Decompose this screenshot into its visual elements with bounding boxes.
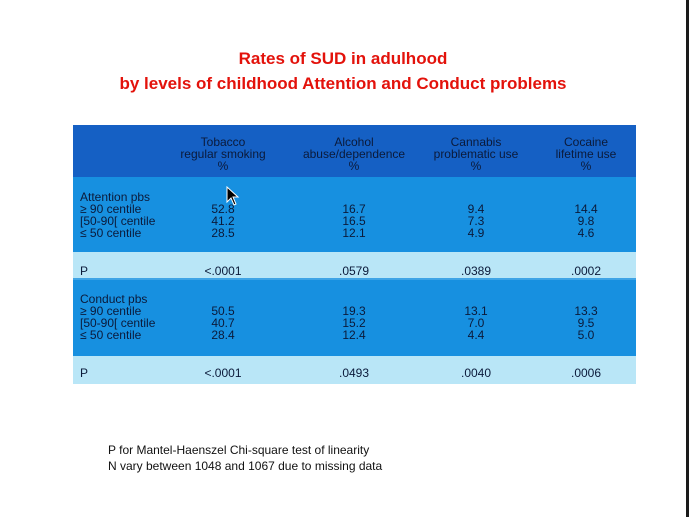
conduct-p-alcohol: .0493 bbox=[338, 366, 370, 380]
conduct-alcohol-values: 19.3 15.2 12.4 bbox=[342, 304, 366, 342]
conduct-p-tobacco: <.0001 bbox=[204, 366, 242, 380]
attention-tobacco-values: 52.8 41.2 28.5 bbox=[211, 202, 235, 240]
mouse-pointer-icon bbox=[226, 186, 240, 206]
header-alcohol: Alcohol abuse/dependence% bbox=[302, 135, 406, 173]
footnote-line-2: N vary between 1048 and 1067 due to miss… bbox=[108, 459, 383, 473]
attention-p-label: P bbox=[80, 264, 89, 278]
attention-cocaine-values: 14.4 9.8 4.6 bbox=[574, 202, 598, 240]
attention-p-alcohol: .0579 bbox=[338, 264, 370, 278]
window-edge bbox=[686, 0, 689, 517]
conduct-cannabis-values: 13.1 7.0 4.4 bbox=[464, 304, 488, 342]
slide-title: Rates of SUD in adulhood by levels of ch… bbox=[0, 46, 686, 96]
attention-row-labels: Attention pbs ≥ 90 centile [50-90[ centile… bbox=[80, 190, 156, 240]
header-cocaine: Cocaine lifetime use% bbox=[555, 135, 617, 173]
table-header-band bbox=[73, 125, 636, 177]
conduct-p-band bbox=[73, 356, 636, 384]
header-tobacco: Tobacco regular smoking% bbox=[180, 135, 266, 173]
footnote: P for Mantel-Haenszel Chi-square test of… bbox=[108, 442, 382, 474]
conduct-p-cannabis: .0040 bbox=[460, 366, 492, 380]
conduct-group-band bbox=[73, 280, 636, 356]
conduct-tobacco-values: 50.5 40.7 28.4 bbox=[211, 304, 235, 342]
attention-cannabis-values: 9.4 7.3 4.9 bbox=[467, 202, 485, 240]
results-table: Tobacco regular smoking% Alcohol abuse/dep… bbox=[73, 125, 636, 384]
footnote-line-1: P for Mantel-Haenszel Chi-square test of… bbox=[108, 443, 370, 457]
attention-p-band bbox=[73, 252, 636, 280]
conduct-p-label: P bbox=[80, 366, 89, 380]
attention-p-cocaine: .0002 bbox=[570, 264, 602, 278]
attention-p-tobacco: <.0001 bbox=[204, 264, 242, 278]
conduct-p-cocaine: .0006 bbox=[570, 366, 602, 380]
title-line-2: by levels of childhood Attention and Con… bbox=[119, 74, 567, 93]
conduct-cocaine-values: 13.3 9.5 5.0 bbox=[574, 304, 598, 342]
attention-alcohol-values: 16.7 16.5 12.1 bbox=[342, 202, 366, 240]
title-line-1: Rates of SUD in adulhood bbox=[238, 49, 448, 68]
conduct-row-labels: Conduct pbs ≥ 90 centile [50-90[ centile ≤ … bbox=[80, 292, 156, 342]
attention-group-band bbox=[73, 177, 636, 252]
attention-p-cannabis: .0389 bbox=[460, 264, 492, 278]
header-cannabis: Cannabis problematic use% bbox=[433, 135, 519, 173]
band-divider bbox=[73, 278, 636, 280]
